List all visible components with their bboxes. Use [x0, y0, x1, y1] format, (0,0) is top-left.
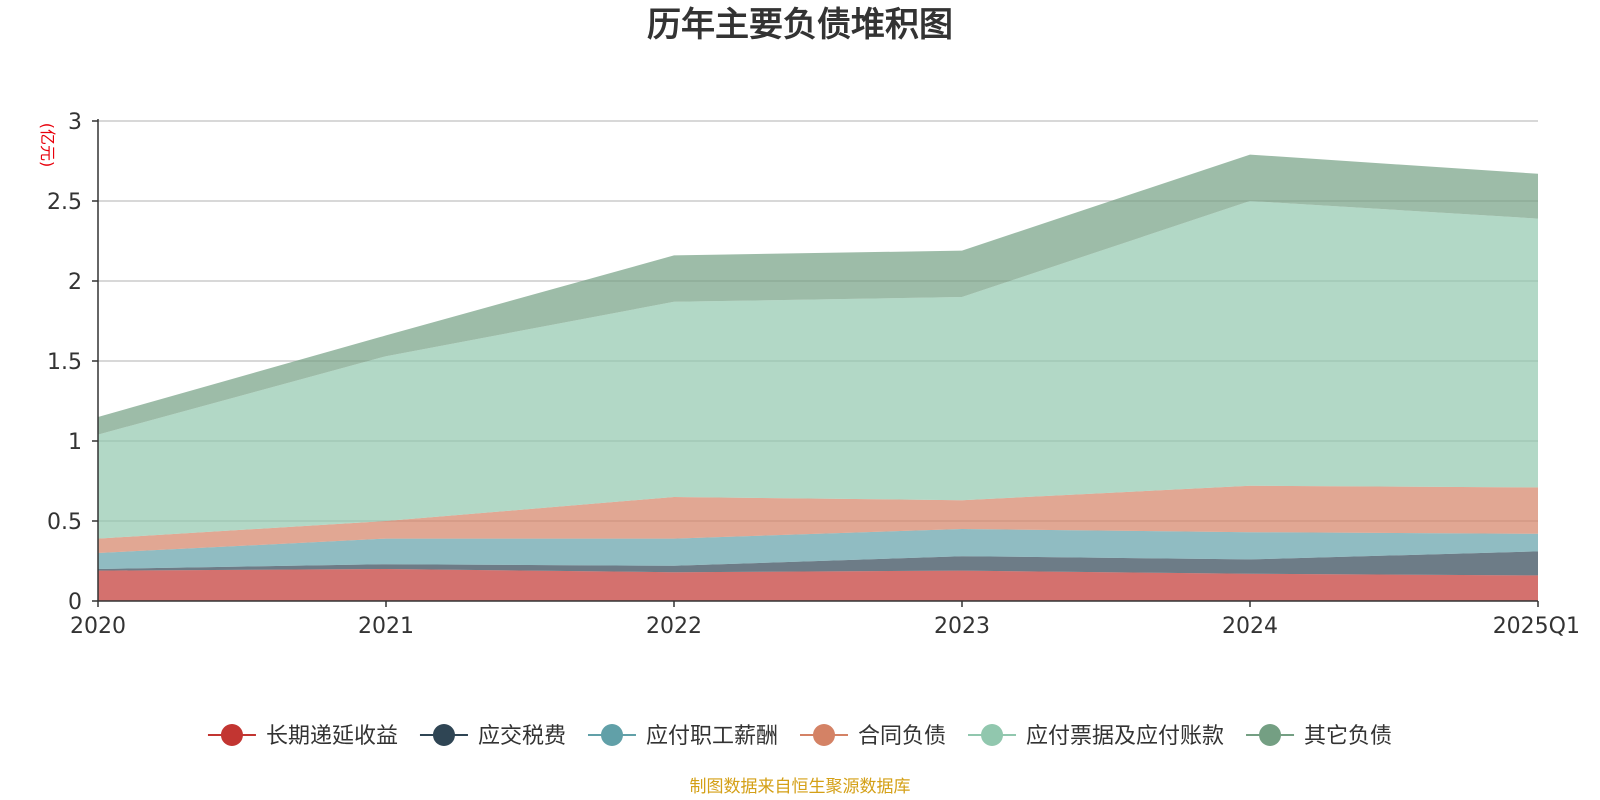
area-series-group: [98, 154, 1538, 601]
area-series-5: [98, 201, 1538, 539]
area-series-6: [98, 154, 1538, 435]
legend-label: 其它负债: [1304, 724, 1392, 749]
legend-marker: [813, 724, 835, 746]
area-series-3: [98, 529, 1538, 569]
x-tick-label: 2024: [1222, 614, 1278, 639]
legend-marker: [432, 724, 455, 746]
legend-item[interactable]: 合同负债: [800, 724, 946, 749]
x-tick-label: 2022: [646, 614, 702, 639]
y-tick-label: 0: [68, 590, 82, 615]
legend-label: 应交税费: [478, 724, 566, 749]
y-axis-unit-label: (亿元): [38, 123, 57, 168]
x-tick-label: 2025Q1: [1493, 614, 1580, 639]
legend-label: 合同负债: [858, 724, 946, 749]
legend-label: 长期递延收益: [266, 724, 398, 749]
area-series-1: [98, 569, 1538, 601]
y-tick-label: 0.5: [47, 510, 82, 535]
y-tick-label: 2: [68, 270, 82, 295]
y-tick-label: 3: [68, 110, 82, 135]
legend-item[interactable]: 长期递延收益: [207, 724, 398, 749]
legend-item[interactable]: 应付票据及应付账款: [968, 724, 1224, 749]
legend-label: 应付票据及应付账款: [1026, 724, 1224, 749]
area-series-2: [98, 551, 1538, 576]
source-note: 制图数据来自恒生聚源数据库: [690, 777, 911, 797]
axes: [92, 119, 1539, 607]
legend: 长期递延收益 应交税费 应付职工薪酬 合同负债 应付票据及应付账款 其它负债: [207, 724, 1392, 749]
x-tick-label: 2021: [358, 614, 414, 639]
legend-marker: [220, 724, 243, 746]
area-series-4: [98, 485, 1538, 553]
legend-item[interactable]: 应交税费: [419, 724, 566, 749]
x-tick-labels: 2020 2021 2022 2023 2024 2025Q1: [70, 614, 1580, 639]
chart-title: 历年主要负债堆积图: [647, 5, 953, 45]
y-tick-labels: 0 0.5 1 1.5 2 2.5 3: [47, 110, 82, 615]
y-tick-label: 1.5: [47, 350, 82, 375]
y-tick-label: 2.5: [47, 190, 82, 215]
y-tick-label: 1: [68, 430, 82, 455]
legend-item[interactable]: 其它负债: [1246, 724, 1392, 749]
legend-marker: [1259, 724, 1282, 746]
x-tick-label: 2023: [934, 614, 990, 639]
legend-label: 应付职工薪酬: [646, 724, 778, 749]
legend-marker: [981, 724, 1004, 746]
x-tick-label: 2020: [70, 614, 126, 639]
legend-marker: [600, 724, 623, 746]
legend-item[interactable]: 应付职工薪酬: [587, 724, 778, 749]
